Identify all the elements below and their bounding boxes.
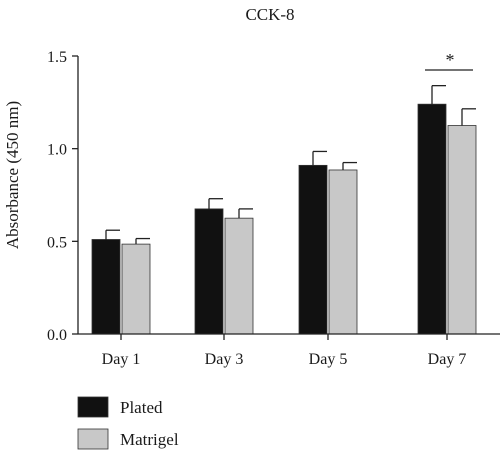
significance-annotations: * <box>425 50 473 71</box>
legend-label-plated: Plated <box>120 398 163 417</box>
bar-plated-day-7 <box>417 103 447 335</box>
y-tick-label: 0.0 <box>47 327 67 344</box>
legend-swatch-plated <box>77 396 109 418</box>
x-tick-label: Day 1 <box>102 351 141 368</box>
bar-plated-day-3 <box>194 208 224 335</box>
legend-swatch-matrigel <box>77 428 109 450</box>
bar-matrigel-day-3 <box>224 217 254 335</box>
y-axis: 0.0 0.5 1.0 1.5 <box>47 49 79 344</box>
bar-matrigel-day-1 <box>121 243 151 335</box>
legend-label-matrigel: Matrigel <box>120 430 179 449</box>
x-axis: Day 1 Day 3 Day 5 Day 7 <box>78 333 500 368</box>
x-tick-label: Day 7 <box>428 351 467 368</box>
bar-plated-day-5 <box>298 164 328 335</box>
bar-matrigel-day-5 <box>328 169 358 335</box>
y-tick-label: 1.5 <box>47 49 67 66</box>
y-tick-label: 1.0 <box>47 142 67 159</box>
bar-matrigel-day-7 <box>447 125 477 335</box>
x-tick-label: Day 5 <box>309 351 348 368</box>
legend: Plated Matrigel <box>77 396 179 450</box>
chart-title: CCK-8 <box>245 5 294 24</box>
x-tick-label: Day 3 <box>205 351 244 368</box>
significance-star: * <box>446 50 455 70</box>
y-tick-label: 0.5 <box>47 234 67 251</box>
bars <box>91 85 477 335</box>
bar-plated-day-1 <box>91 239 121 335</box>
y-axis-label: Absorbance (450 nm) <box>3 101 22 249</box>
